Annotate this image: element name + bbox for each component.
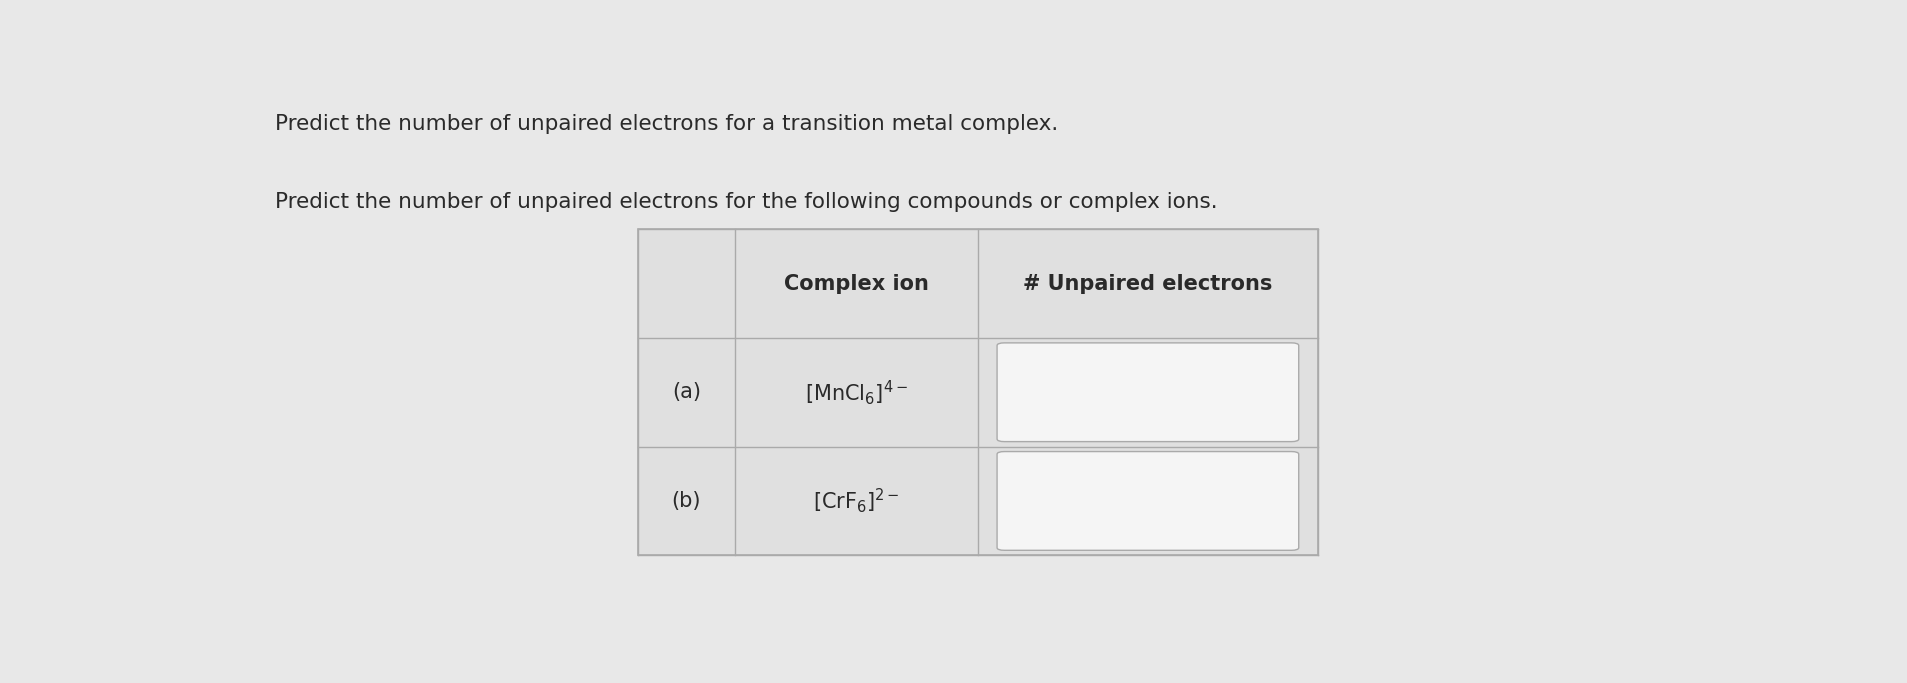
Text: $[\mathrm{CrF}_6]^{2-}$: $[\mathrm{CrF}_6]^{2-}$ (812, 486, 900, 516)
Text: # Unpaired electrons: # Unpaired electrons (1022, 274, 1272, 294)
FancyBboxPatch shape (997, 343, 1299, 442)
Text: $[\mathrm{MnCl}_6]^{4-}$: $[\mathrm{MnCl}_6]^{4-}$ (805, 378, 908, 406)
Text: Predict the number of unpaired electrons for a transition metal complex.: Predict the number of unpaired electrons… (275, 113, 1058, 133)
Text: (b): (b) (671, 491, 700, 511)
Text: (a): (a) (671, 382, 700, 402)
Text: Complex ion: Complex ion (784, 274, 929, 294)
Text: Predict the number of unpaired electrons for the following compounds or complex : Predict the number of unpaired electrons… (275, 193, 1217, 212)
FancyBboxPatch shape (997, 451, 1299, 550)
